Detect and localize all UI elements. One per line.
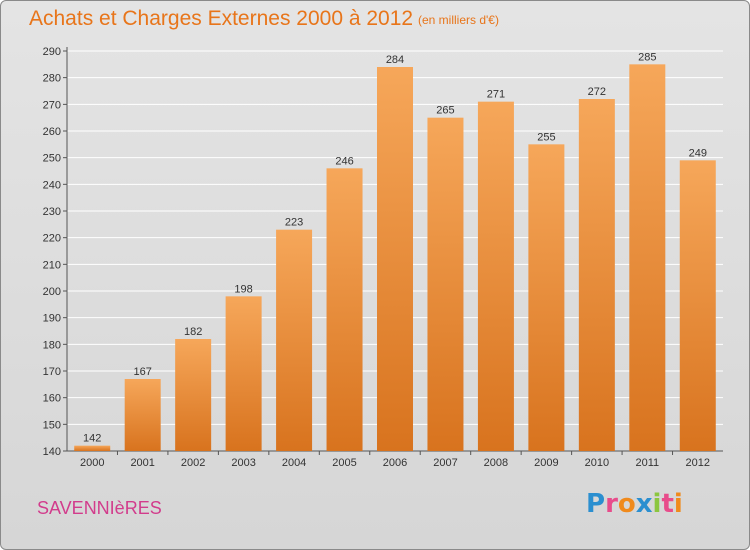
logo-letter: x — [635, 489, 653, 519]
logo-letter: o — [617, 489, 636, 519]
bar-2008 — [477, 101, 514, 452]
x-tick-label: 2003 — [231, 457, 255, 469]
bar-2005 — [326, 168, 363, 452]
value-label-2008: 271 — [487, 89, 505, 101]
value-label-2005: 246 — [335, 155, 353, 167]
y-tick-label: 280 — [43, 73, 61, 85]
commune-name: SAVENNIèRES — [37, 498, 162, 518]
bar-2004 — [276, 229, 313, 451]
chart-subtitle: (en milliers d'€) — [418, 13, 499, 27]
proxiti-logo: Proxiti — [586, 489, 683, 519]
bar-2002 — [175, 339, 212, 451]
bar-2003 — [225, 296, 262, 451]
x-tick-label: 2012 — [686, 457, 710, 469]
logo-letter: P — [586, 489, 606, 519]
value-labels: 142 167 182 198 223 246 284 265 271 255 272 285 249 — [83, 51, 707, 444]
value-label-2009: 255 — [537, 131, 555, 143]
y-tick-label: 160 — [43, 393, 61, 405]
bar-2001 — [124, 379, 161, 451]
tick-labels: 140 150 160 170 180 190 200 210 220 230 240 250 260 2… — [43, 46, 710, 469]
y-tick-label: 200 — [43, 286, 61, 298]
value-label-2001: 167 — [134, 366, 152, 378]
value-label-2000: 142 — [83, 433, 101, 445]
x-tick-label: 2005 — [332, 457, 356, 469]
x-tick-label: 2000 — [80, 457, 104, 469]
y-tick-label: 140 — [43, 446, 61, 458]
x-tick-label: 2004 — [282, 457, 306, 469]
x-tick-label: 2006 — [383, 457, 407, 469]
bar-2000 — [74, 445, 111, 451]
x-tick-label: 2002 — [181, 457, 205, 469]
x-tick-label: 2001 — [130, 457, 154, 469]
logo-letter: t — [661, 489, 674, 519]
bar-2009 — [528, 144, 565, 452]
bar-2011 — [629, 64, 666, 452]
value-label-2006: 284 — [386, 54, 404, 66]
y-tick-label: 170 — [43, 366, 61, 378]
value-label-2010: 272 — [588, 86, 606, 98]
y-tick-label: 250 — [43, 153, 61, 165]
chart-title: Achats et Charges Externes 2000 à 2012 — [29, 7, 414, 30]
value-label-2012: 249 — [689, 147, 707, 159]
x-tick-label: 2008 — [484, 457, 508, 469]
x-tick-label: 2009 — [534, 457, 558, 469]
x-tick-label: 2007 — [433, 457, 457, 469]
y-tick-label: 240 — [43, 179, 61, 191]
y-tick-label: 260 — [43, 126, 61, 138]
bar-2006 — [377, 67, 413, 451]
y-tick-label: 230 — [43, 206, 61, 218]
x-tick-label: 2011 — [635, 457, 659, 469]
y-tick-label: 220 — [43, 233, 61, 245]
value-label-2003: 198 — [234, 283, 252, 295]
logo-letter: i — [673, 489, 683, 519]
y-tick-label: 180 — [43, 339, 61, 351]
y-tick-label: 150 — [43, 419, 61, 431]
y-tick-label: 270 — [43, 99, 61, 111]
logo-letter: r — [605, 489, 618, 519]
logo-letter: i — [652, 489, 662, 519]
value-label-2007: 265 — [436, 105, 454, 117]
value-label-2004: 223 — [285, 217, 303, 229]
bar-2012 — [679, 160, 716, 452]
x-tick-label: 2010 — [585, 457, 609, 469]
y-tick-label: 210 — [43, 259, 61, 271]
y-tick-label: 290 — [43, 46, 61, 58]
bar-2007 — [427, 117, 464, 452]
y-tick-label: 190 — [43, 313, 61, 325]
value-label-2011: 285 — [638, 51, 656, 63]
bars — [74, 64, 716, 452]
value-label-2002: 182 — [184, 326, 202, 338]
bar-2010 — [578, 99, 615, 451]
